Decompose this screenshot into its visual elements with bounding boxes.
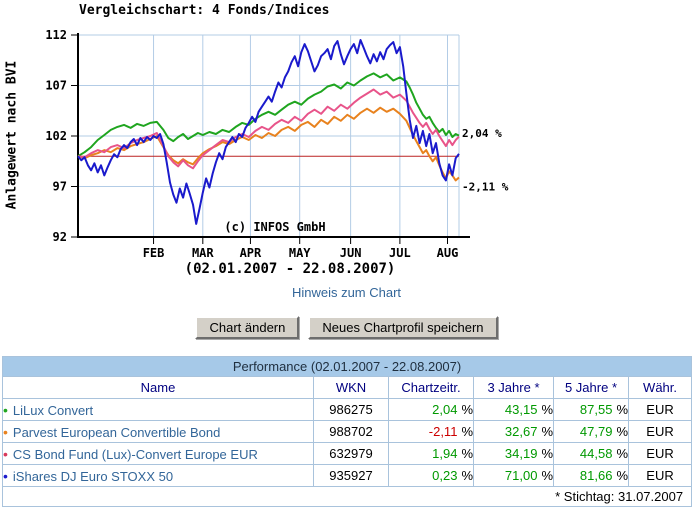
percent-sign: % — [541, 424, 553, 439]
svg-text:112: 112 — [45, 28, 67, 42]
currency-cell: EUR — [627, 398, 693, 421]
comparison-chart: 112 107 102 97 92 FEB MAR APR MAY JUN JUL AUG (c) IN… — [45, 28, 509, 260]
col-header-chartzeitraum: Chartzeitr. — [388, 376, 474, 399]
chart-hint-row: Hinweis zum Chart — [0, 284, 693, 302]
percent-value: 44,58 — [579, 446, 613, 461]
chart-period-percent-cell: 2,04% — [388, 398, 474, 421]
fund-name-link[interactable]: iShares DJ Euro STOXX 50 — [12, 468, 174, 484]
table-row: • Parvest European Convertible Bond 98870… — [2, 420, 693, 443]
svg-text:FEB: FEB — [143, 246, 165, 260]
wkn-cell: 988702 — [313, 420, 389, 443]
table-row: • CS Bond Fund (Lux)-Convert Europe EUR 6… — [2, 442, 693, 465]
three-year-percent-cell: 34,19% — [473, 442, 554, 465]
performance-table: Performance (02.01.2007 - 22.08.2007) Na… — [1, 356, 693, 507]
currency-cell: EUR — [627, 442, 693, 465]
col-header-3-jahre: 3 Jahre * — [473, 376, 554, 399]
currency-cell: EUR — [627, 464, 693, 487]
fund-name-link[interactable]: LiLux Convert — [12, 402, 94, 418]
chart-date-range: (02.01.2007 - 22.08.2007) — [184, 261, 396, 277]
change-chart-button[interactable]: Chart ändern — [195, 316, 300, 339]
table-caption: Performance (02.01.2007 - 22.08.2007) — [1, 356, 693, 377]
percent-sign: % — [616, 446, 628, 461]
percent-value: 71,00 — [504, 468, 538, 483]
percent-sign: % — [461, 446, 473, 461]
wkn-cell: 632979 — [313, 442, 389, 465]
fund-name-cell: • LiLux Convert — [2, 398, 314, 421]
svg-text:AUG: AUG — [437, 246, 459, 260]
percent-value: 47,79 — [579, 424, 613, 439]
percent-sign: % — [461, 468, 473, 483]
percent-sign: % — [616, 468, 628, 483]
five-year-percent-cell: 47,79% — [553, 420, 629, 443]
percent-sign: % — [541, 402, 553, 417]
three-year-percent-cell: 71,00% — [473, 464, 554, 487]
svg-text:2,04 %: 2,04 % — [462, 127, 502, 140]
percent-value: 1,94 — [432, 446, 458, 461]
wkn-cell: 935927 — [313, 464, 389, 487]
percent-value: 81,66 — [579, 468, 613, 483]
chart-period-percent-cell: 0,23% — [388, 464, 474, 487]
table-caption-row: Performance (02.01.2007 - 22.08.2007) — [1, 356, 693, 377]
chart-period-percent-cell: -2,11% — [388, 420, 474, 443]
percent-value: 43,15 — [504, 402, 538, 417]
percent-value: 2,04 — [432, 402, 458, 417]
percent-sign: % — [616, 402, 628, 417]
col-header-wkn: WKN — [313, 376, 389, 399]
table-footer-row: * Stichtag: 31.07.2007 — [1, 486, 693, 507]
wkn-cell: 986275 — [313, 398, 389, 421]
fund-name-link[interactable]: Parvest European Convertible Bond — [12, 424, 221, 440]
series-color-bullet: • — [3, 467, 8, 484]
percent-value: 34,19 — [504, 446, 538, 461]
col-header-name: Name — [2, 376, 314, 399]
percent-sign: % — [461, 424, 473, 439]
percent-sign: % — [541, 446, 553, 461]
series-color-bullet: • — [3, 445, 8, 462]
percent-sign: % — [616, 424, 628, 439]
fund-name-link[interactable]: CS Bond Fund (Lux)-Convert Europe EUR — [12, 446, 258, 462]
percent-sign: % — [541, 468, 553, 483]
table-footnote: * Stichtag: 31.07.2007 — [1, 486, 693, 507]
col-header-waehrung: Währ. — [627, 376, 693, 399]
three-year-percent-cell: 43,15% — [473, 398, 554, 421]
fund-name-cell: • Parvest European Convertible Bond — [2, 420, 314, 443]
fund-name-cell: • CS Bond Fund (Lux)-Convert Europe EUR — [2, 442, 314, 465]
series-color-bullet: • — [3, 423, 8, 440]
table-row: • iShares DJ Euro STOXX 50 935927 0,23% 7… — [2, 464, 693, 487]
percent-value: 87,55 — [579, 402, 613, 417]
svg-text:MAY: MAY — [289, 246, 311, 260]
table-header-row: Name WKN Chartzeitr. 3 Jahre * 5 Jahre *… — [2, 376, 693, 399]
percent-value: -2,11 — [428, 424, 458, 439]
y-axis-label: Anlagewert nach BVI — [4, 60, 20, 210]
table-row: • LiLux Convert 986275 2,04% 43,15% 87,55… — [2, 398, 693, 421]
percent-value: 0,23 — [432, 468, 458, 483]
svg-text:97: 97 — [53, 180, 67, 194]
chart-period-percent-cell: 1,94% — [388, 442, 474, 465]
currency-cell: EUR — [627, 420, 693, 443]
five-year-percent-cell: 81,66% — [553, 464, 629, 487]
svg-text:-2,11 %: -2,11 % — [462, 181, 509, 194]
svg-text:107: 107 — [45, 79, 67, 93]
series-color-bullet: • — [3, 401, 8, 418]
fund-name-cell: • iShares DJ Euro STOXX 50 — [2, 464, 314, 487]
svg-text:102: 102 — [45, 129, 67, 143]
five-year-percent-cell: 87,55% — [553, 398, 629, 421]
svg-text:APR: APR — [240, 246, 262, 260]
chart-title: Vergleichschart: 4 Fonds/Indices — [79, 3, 330, 18]
svg-text:92: 92 — [53, 230, 67, 244]
svg-text:MAR: MAR — [192, 246, 214, 260]
three-year-percent-cell: 32,67% — [473, 420, 554, 443]
percent-sign: % — [461, 402, 473, 417]
svg-text:JUN: JUN — [340, 246, 362, 260]
chart-hint-link[interactable]: Hinweis zum Chart — [291, 285, 402, 300]
svg-text:JUL: JUL — [389, 246, 411, 260]
five-year-percent-cell: 44,58% — [553, 442, 629, 465]
col-header-5-jahre: 5 Jahre * — [553, 376, 629, 399]
save-chartprofile-button[interactable]: Neues Chartprofil speichern — [308, 316, 498, 339]
svg-text:(c) INFOS GmbH: (c) INFOS GmbH — [224, 220, 325, 234]
chart-actions: Chart ändern Neues Chartprofil speichern — [0, 316, 693, 339]
percent-value: 32,67 — [504, 424, 538, 439]
